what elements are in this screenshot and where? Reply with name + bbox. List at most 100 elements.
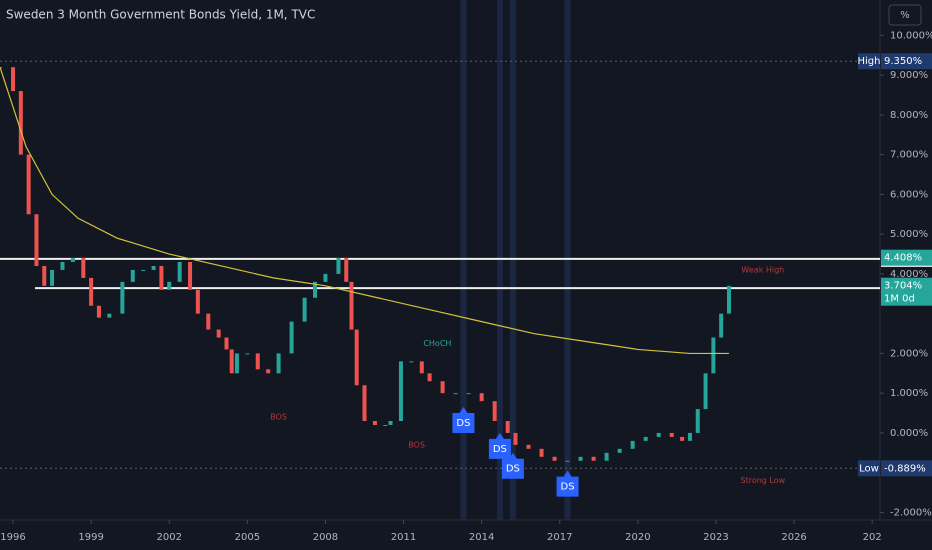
candle <box>26 154 31 215</box>
y-tick-label: 5.000% <box>890 229 928 240</box>
x-tick-label: 2023 <box>703 532 728 543</box>
candle <box>719 313 724 338</box>
candle <box>70 258 75 262</box>
candle <box>578 456 583 461</box>
moving-average <box>0 66 729 355</box>
y-tick-label: 6.000% <box>890 189 928 200</box>
price-tag-value: 4.408% <box>884 253 922 264</box>
candle <box>96 305 101 318</box>
candle <box>591 456 596 461</box>
candle <box>266 369 271 374</box>
y-tick-label: 10.000% <box>890 30 932 41</box>
level-name: High <box>858 56 881 67</box>
candle <box>354 329 359 386</box>
candle <box>617 448 622 453</box>
candle <box>188 261 193 290</box>
x-tick-label: 2014 <box>469 532 494 543</box>
badge <box>488 432 511 459</box>
candle <box>313 281 318 298</box>
y-tick-label: 4.000% <box>890 269 928 280</box>
candle <box>60 261 65 270</box>
candle <box>81 258 86 278</box>
candle <box>18 91 23 155</box>
y-tick-label: 8.000% <box>890 110 928 121</box>
candle <box>11 67 16 92</box>
x-tick-label: 1996 <box>0 532 25 543</box>
candle <box>695 409 700 433</box>
badge-label: DS <box>561 482 575 493</box>
y-tick-label: -2.000% <box>890 507 932 518</box>
candle <box>398 361 403 422</box>
candle <box>229 349 234 374</box>
candle <box>440 381 445 394</box>
candle <box>565 460 570 462</box>
level-name-tag <box>858 460 880 477</box>
level-tag <box>881 460 932 477</box>
candle <box>159 265 164 290</box>
candle <box>383 424 388 426</box>
candle <box>669 432 674 437</box>
candle <box>245 353 250 355</box>
level-tag <box>881 53 932 70</box>
candle <box>50 269 55 286</box>
badge-label: DS <box>493 444 507 455</box>
highlight-band <box>564 0 571 520</box>
candle <box>466 393 471 395</box>
level-value: 9.350% <box>884 56 922 67</box>
highlight-band <box>496 0 503 520</box>
candle <box>687 432 692 441</box>
candle <box>492 401 497 422</box>
x-tick-label: 2011 <box>391 532 416 543</box>
candle <box>539 448 544 457</box>
candle <box>680 436 685 441</box>
candle <box>526 444 531 449</box>
unit-button-label[interactable]: % <box>900 10 910 21</box>
candle <box>362 385 367 422</box>
candle <box>206 313 211 330</box>
candle <box>323 273 328 282</box>
y-tick-label: 0.000% <box>890 428 928 439</box>
x-tick-label: 2002 <box>157 532 182 543</box>
candle <box>656 432 661 437</box>
badge <box>452 407 475 434</box>
candle <box>0 67 2 69</box>
candle <box>388 421 393 425</box>
highlight-band <box>509 0 516 520</box>
candle <box>167 281 172 290</box>
annotation: BOS <box>408 440 425 449</box>
candle <box>643 436 648 441</box>
candle <box>344 258 349 282</box>
annotation: CHoCH <box>423 339 451 348</box>
level-value: -0.889% <box>884 463 926 474</box>
candle <box>224 337 229 350</box>
unit-button[interactable] <box>888 4 922 26</box>
level-name: Low <box>859 463 879 474</box>
candle <box>552 456 557 461</box>
badge-label: DS <box>506 464 520 475</box>
candle <box>107 313 112 318</box>
candle <box>703 373 708 410</box>
annotation: Strong Low <box>741 476 786 485</box>
x-tick-label: 2020 <box>625 532 650 543</box>
candle <box>453 393 458 395</box>
candle <box>336 258 341 274</box>
candle <box>89 277 94 306</box>
x-tick-label: 1999 <box>78 532 103 543</box>
candle <box>130 269 135 282</box>
candle <box>276 353 281 374</box>
candle <box>34 214 39 266</box>
chart-title: Sweden 3 Month Government Bonds Yield, 1… <box>6 8 315 22</box>
x-tick-label: 2005 <box>235 532 260 543</box>
candle <box>177 261 182 282</box>
x-tick-label: 2026 <box>781 532 806 543</box>
candle <box>427 373 432 382</box>
candle <box>302 297 307 322</box>
candle <box>479 393 484 402</box>
candle <box>604 452 609 461</box>
candle <box>726 285 731 314</box>
price-tag-sub: 1M 0d <box>884 294 915 305</box>
annotation: BOS <box>270 413 287 422</box>
candle <box>513 432 518 445</box>
candle <box>151 265 156 270</box>
